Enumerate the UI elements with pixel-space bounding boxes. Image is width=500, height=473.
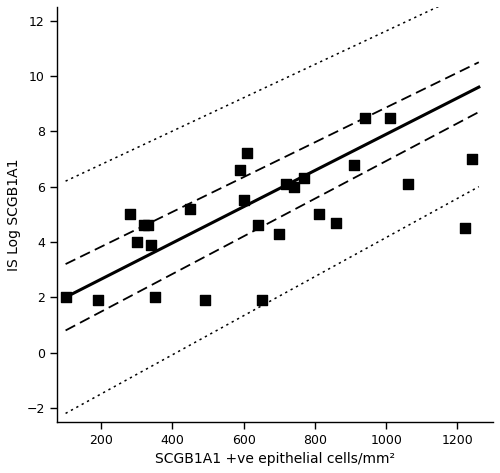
- Point: [386, 114, 394, 122]
- Point: [147, 241, 155, 248]
- Point: [460, 224, 468, 232]
- Point: [244, 150, 252, 158]
- Point: [254, 221, 262, 229]
- Point: [133, 238, 141, 246]
- Point: [236, 166, 244, 174]
- Point: [94, 296, 102, 304]
- Point: [314, 210, 322, 218]
- Point: [258, 296, 266, 304]
- Point: [144, 221, 152, 229]
- Point: [200, 296, 208, 304]
- Point: [150, 293, 158, 301]
- Point: [282, 180, 290, 188]
- Point: [332, 219, 340, 227]
- Point: [468, 155, 475, 163]
- Point: [140, 221, 148, 229]
- X-axis label: SCGB1A1 +ve epithelial cells/mm²: SCGB1A1 +ve epithelial cells/mm²: [155, 452, 395, 466]
- Point: [126, 210, 134, 218]
- Point: [361, 114, 369, 122]
- Point: [186, 205, 194, 212]
- Point: [290, 183, 298, 191]
- Point: [62, 293, 70, 301]
- Point: [350, 161, 358, 168]
- Point: [276, 230, 283, 237]
- Point: [404, 180, 411, 188]
- Point: [240, 197, 248, 204]
- Y-axis label: IS Log SCGB1A1: IS Log SCGB1A1: [7, 158, 21, 271]
- Point: [300, 175, 308, 182]
